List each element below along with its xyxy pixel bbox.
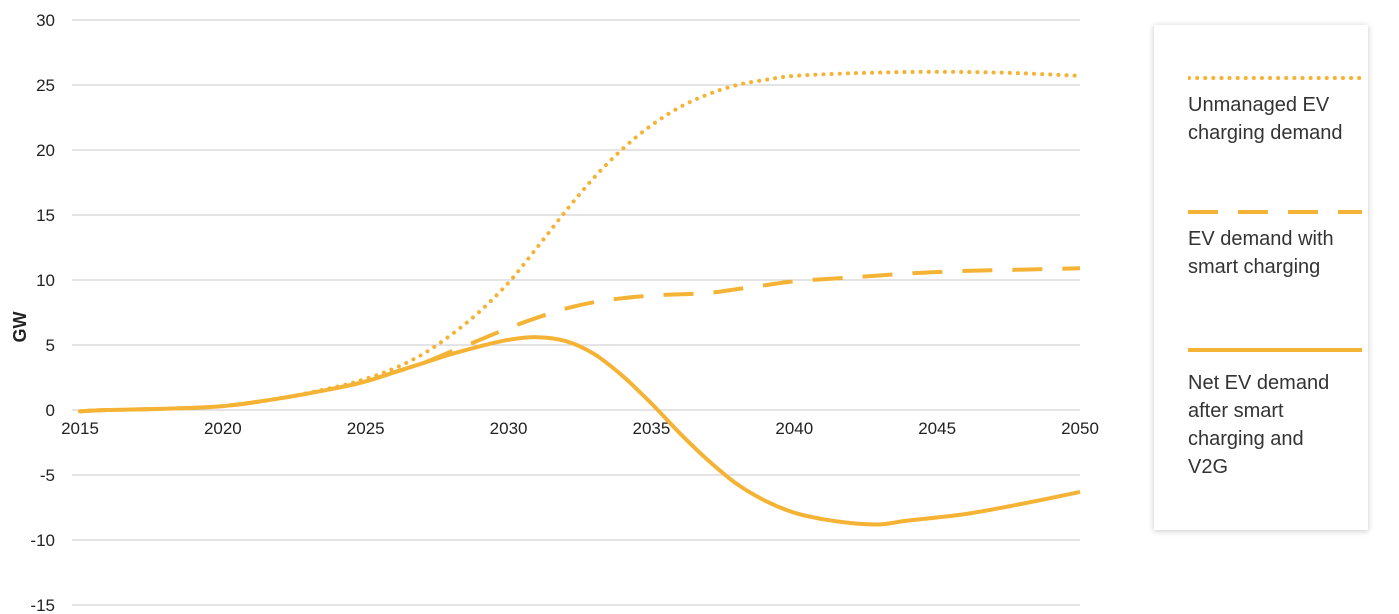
x-tick-label: 2020 bbox=[204, 419, 242, 438]
x-tick-label: 2035 bbox=[633, 419, 671, 438]
y-tick-label: 30 bbox=[36, 11, 55, 30]
series-lines bbox=[78, 69, 1082, 527]
y-tick-label: -5 bbox=[40, 466, 55, 485]
y-tick-label: 20 bbox=[36, 141, 55, 160]
legend-label-net-v2g: Net EV demand after smart charging and V… bbox=[1188, 372, 1330, 478]
legend-swatch-dashed bbox=[1188, 210, 1362, 214]
x-tick-label: 2050 bbox=[1061, 419, 1099, 438]
x-axis-tick-labels: 2015 2020 2025 2030 2035 2040 2045 2050 bbox=[61, 419, 1099, 438]
y-tick-label: 25 bbox=[36, 76, 55, 95]
x-tick-label: 2040 bbox=[775, 419, 813, 438]
series-line-dashed bbox=[79, 266, 1081, 414]
series-line-solid bbox=[79, 335, 1081, 527]
y-tick-label: 15 bbox=[36, 206, 55, 225]
y-tick-label: 0 bbox=[46, 401, 55, 420]
legend-swatch-dotted bbox=[1188, 76, 1362, 80]
y-tick-label: 5 bbox=[46, 336, 55, 355]
x-tick-label: 2030 bbox=[490, 419, 528, 438]
y-axis-label: GW bbox=[10, 311, 30, 342]
legend-label-smart-charging: EV demand with smart charging bbox=[1188, 228, 1334, 278]
y-tick-label: -10 bbox=[30, 531, 55, 550]
y-tick-label: 10 bbox=[36, 271, 55, 290]
x-tick-label: 2025 bbox=[347, 419, 385, 438]
legend: Unmanaged EV charging demand EV demand w… bbox=[1154, 25, 1368, 530]
y-tick-label: -15 bbox=[30, 596, 55, 614]
series-line-dotted bbox=[78, 69, 1082, 414]
legend-label-unmanaged: Unmanaged EV charging demand bbox=[1188, 94, 1343, 144]
legend-swatch-solid bbox=[1188, 348, 1362, 352]
x-tick-label: 2015 bbox=[61, 419, 99, 438]
x-tick-label: 2045 bbox=[918, 419, 956, 438]
y-axis-tick-labels: 30 25 20 15 10 5 0 -5 -10 -15 bbox=[30, 11, 55, 614]
